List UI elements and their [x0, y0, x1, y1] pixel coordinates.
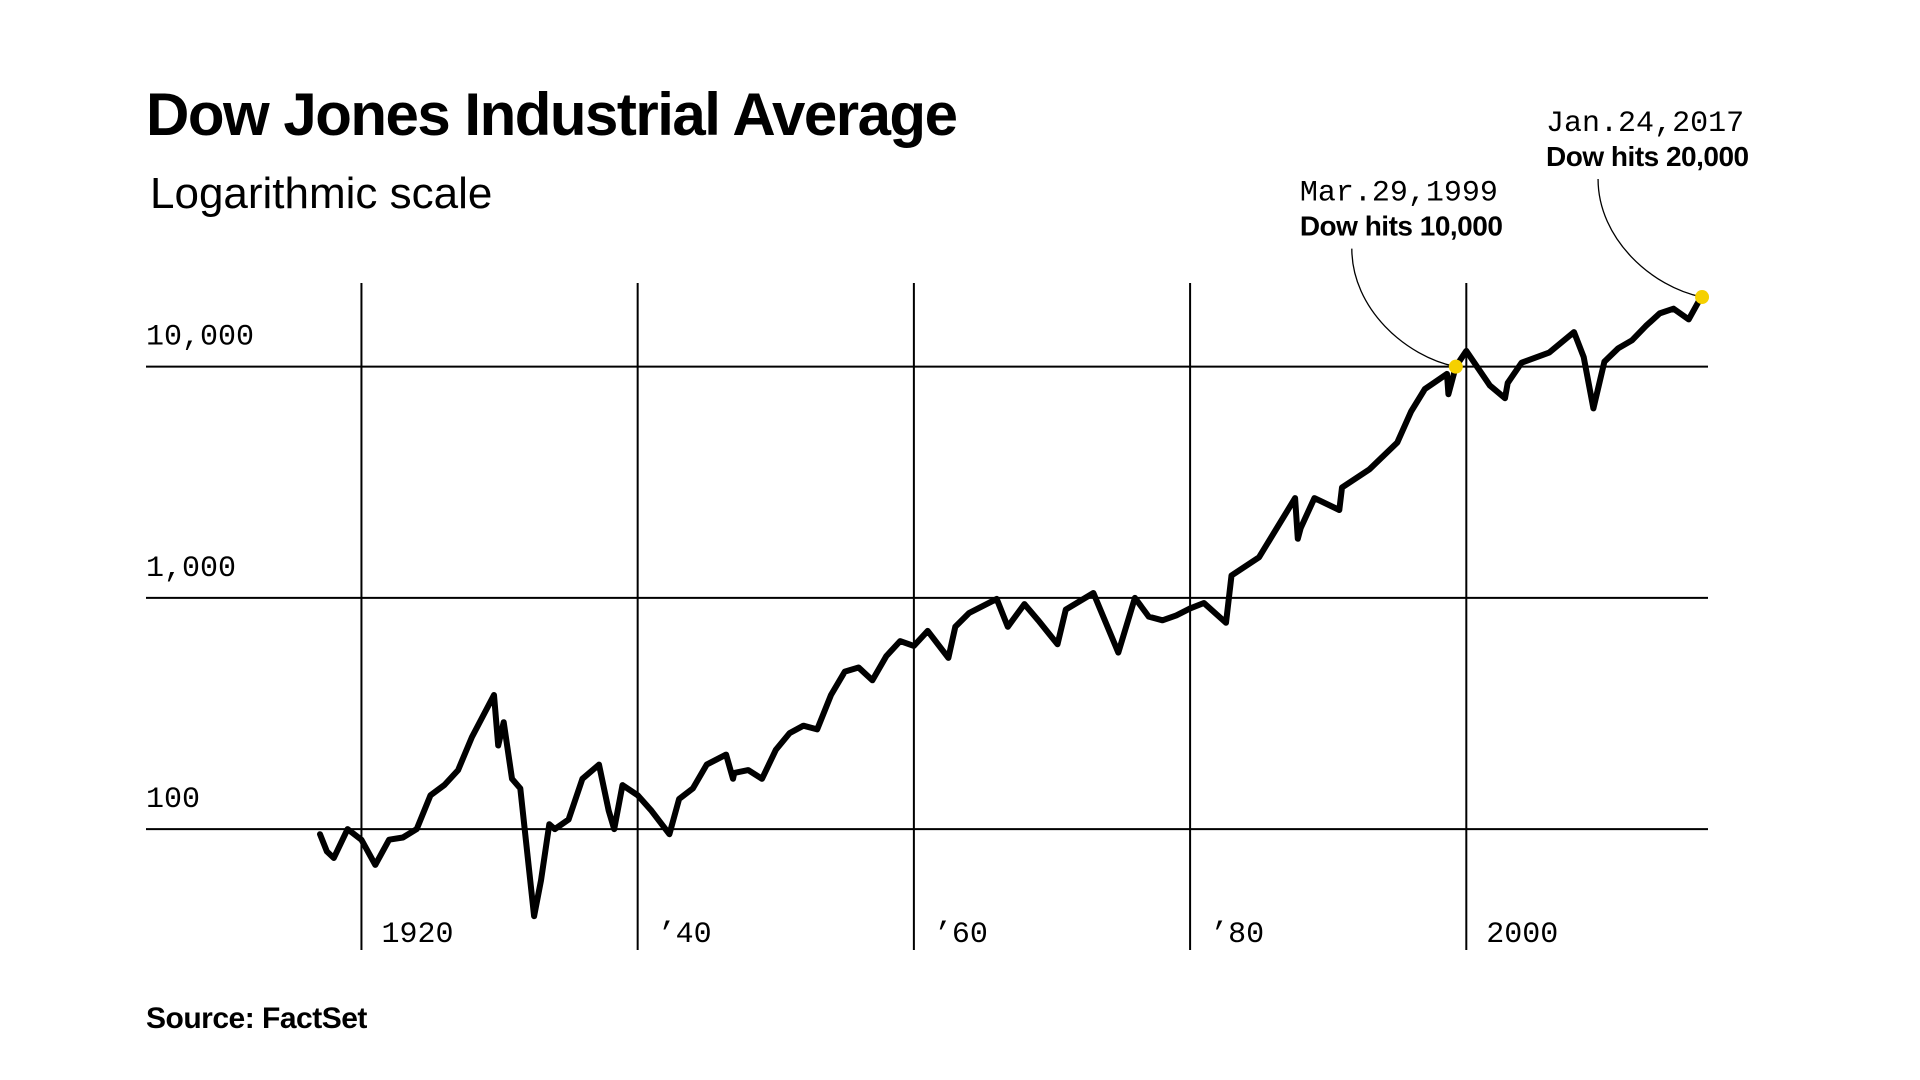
annotation-marker [1695, 290, 1710, 305]
x-tick-label: ’40 [658, 918, 712, 952]
annotation-leader [1351, 248, 1456, 368]
annotation-marker [1448, 359, 1463, 374]
x-tick-label: 1920 [381, 918, 453, 952]
data-line [317, 294, 1706, 920]
chart-subtitle: Logarithmic scale [150, 169, 492, 218]
annotation-leader [1597, 179, 1703, 298]
x-tick-label: 2000 [1486, 918, 1558, 952]
chart-title: Dow Jones Industrial Average [146, 81, 957, 148]
annotation-text: Dow hits 20,000 [1546, 141, 1749, 172]
annotation-date: Mar.29,1999 [1300, 177, 1498, 211]
x-tick-label: ’60 [934, 918, 988, 952]
annotation-text: Dow hits 10,000 [1300, 211, 1503, 242]
y-tick-label: 10,000 [146, 321, 254, 355]
x-tick-label: ’80 [1210, 918, 1264, 952]
y-tick-label: 1,000 [146, 552, 236, 586]
annotation-date: Jan.24,2017 [1546, 107, 1744, 141]
y-tick-label: 100 [146, 783, 200, 817]
source: Source: FactSet [146, 1002, 367, 1035]
